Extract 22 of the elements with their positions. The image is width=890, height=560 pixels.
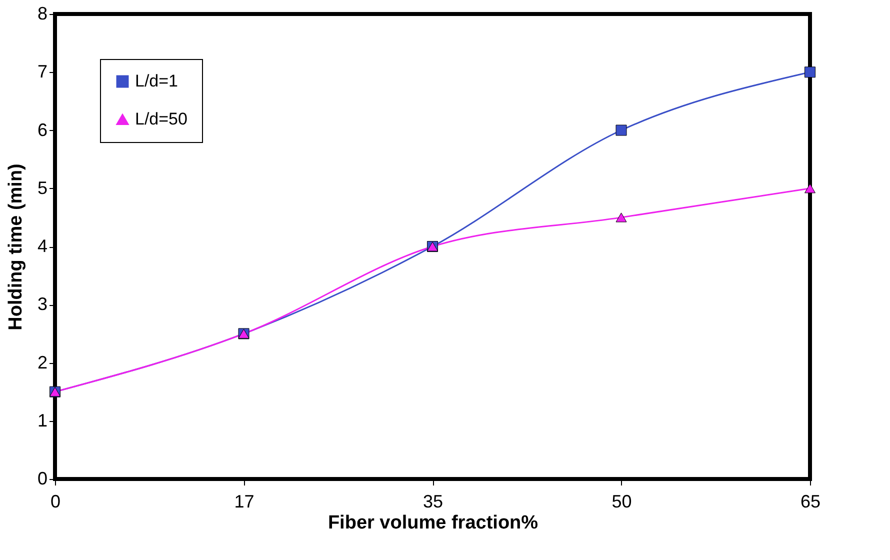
y-tick-label: 8 xyxy=(37,4,48,24)
point xyxy=(616,212,627,222)
point xyxy=(804,66,816,78)
y-tick-label: 1 xyxy=(37,410,48,430)
y-tick-label: 7 xyxy=(37,62,48,82)
y-tick-label: 6 xyxy=(37,120,48,140)
x-tick-label: 17 xyxy=(234,492,254,512)
y-tick-label: 4 xyxy=(37,236,48,256)
x-tick-label: 35 xyxy=(422,492,444,512)
x-tick-label: 0 xyxy=(50,492,61,512)
y-tick-label: 3 xyxy=(37,294,48,314)
y-tick-label: 5 xyxy=(37,178,48,198)
y-tick-label: 0 xyxy=(37,468,48,488)
y-axis-title: Holding time (min) xyxy=(5,164,26,330)
point xyxy=(616,124,627,136)
legend-label: L/d=1 xyxy=(135,72,178,90)
y-tick-label: 2 xyxy=(37,352,48,372)
legend-label: L/d=50 xyxy=(135,110,188,128)
x-axis-title: Fiber volume fraction% xyxy=(328,512,538,534)
x-tick-label: 50 xyxy=(612,492,632,512)
x-tick-label: 65 xyxy=(800,492,821,512)
point xyxy=(804,184,816,194)
